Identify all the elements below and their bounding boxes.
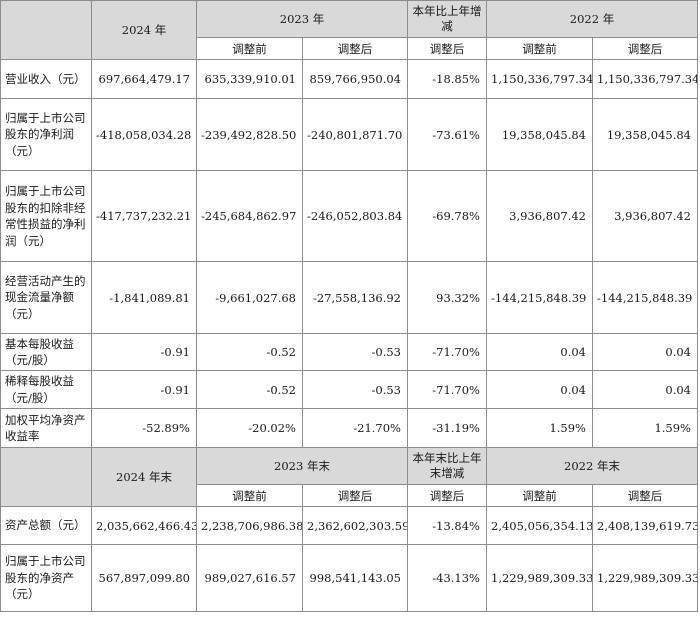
subheader-2023-before: 调整前 xyxy=(196,484,303,507)
cell-change: -71.70% xyxy=(407,333,487,371)
cell-2023-before: -20.02% xyxy=(196,408,303,448)
cell-2022-after: 0.04 xyxy=(592,333,698,371)
table-row: 资产总额（元） 2,035,662,466.43 2,238,706,986.3… xyxy=(0,506,698,545)
row-label: 经营活动产生的现金流量净额（元） xyxy=(0,261,92,334)
cell-2023-after: 2,362,602,303.59 xyxy=(302,506,408,545)
cell-2024: -0.91 xyxy=(91,333,197,371)
cell-2024: 2,035,662,466.43 xyxy=(91,506,197,545)
cell-2022-after: 1,229,989,309.33 xyxy=(592,544,698,612)
cell-2023-after: -21.70% xyxy=(302,408,408,448)
row-label: 基本每股收益（元/股） xyxy=(0,333,92,371)
header-2023-end: 2023 年末 xyxy=(196,447,408,485)
row-label: 加权平均净资产收益率 xyxy=(0,408,92,448)
cell-change: -69.78% xyxy=(407,170,487,262)
table-row: 经营活动产生的现金流量净额（元） -1,841,089.81 -9,661,02… xyxy=(0,261,698,334)
subheader-2022-before: 调整前 xyxy=(486,37,593,60)
cell-2023-after: 998,541,143.05 xyxy=(302,544,408,612)
cell-2022-after: 1.59% xyxy=(592,408,698,448)
header-row-sub: 调整前 调整后 调整后 调整前 调整后 xyxy=(1,37,698,60)
cell-2022-before: 0.04 xyxy=(486,333,593,371)
cell-2024: -418,058,034.28 xyxy=(91,98,197,171)
cell-2024: 567,897,099.80 xyxy=(91,544,197,612)
header-corner-cell xyxy=(0,447,92,507)
cell-2024: -52.89% xyxy=(91,408,197,448)
cell-2023-after: -246,052,803.84 xyxy=(302,170,408,262)
cell-2022-after: 3,936,807.42 xyxy=(592,170,698,262)
cell-2024: -417,737,232.21 xyxy=(91,170,197,262)
cell-2023-after: -0.53 xyxy=(302,370,408,409)
cell-change: -43.13% xyxy=(407,544,487,612)
cell-2024: -1,841,089.81 xyxy=(91,261,197,334)
financial-data-table: 2024 年 2023 年 本年比上年增减 2022 年 调整前 调整后 调整后… xyxy=(0,0,698,612)
cell-2023-after: 859,766,950.04 xyxy=(302,59,408,99)
header-corner-cell xyxy=(0,0,92,60)
header-change-end: 本年末比上年末增减 xyxy=(407,447,487,485)
cell-2022-before: -144,215,848.39 xyxy=(486,261,593,334)
row-label: 归属于上市公司股东的净利润（元） xyxy=(0,98,92,171)
header-2023: 2023 年 xyxy=(196,0,408,38)
row-label: 资产总额（元） xyxy=(0,506,92,545)
row-label: 归属于上市公司股东的净资产（元） xyxy=(0,544,92,612)
cell-2023-before: -0.52 xyxy=(196,370,303,409)
cell-2023-before: 635,339,910.01 xyxy=(196,59,303,99)
cell-2022-after: 2,408,139,619.73 xyxy=(592,506,698,545)
cell-2022-before: 19,358,045.84 xyxy=(486,98,593,171)
subheader-2022-after: 调整后 xyxy=(592,37,698,60)
cell-change: 93.32% xyxy=(407,261,487,334)
cell-2022-before: 1,150,336,797.34 xyxy=(486,59,593,99)
cell-2023-after: -27,558,136.92 xyxy=(302,261,408,334)
table-row: 归属于上市公司股东的净利润（元） -418,058,034.28 -239,49… xyxy=(0,98,698,171)
cell-2022-after: 0.04 xyxy=(592,370,698,409)
table-row: 基本每股收益（元/股） -0.91 -0.52 -0.53 -71.70% 0.… xyxy=(0,333,698,371)
header-2024-end: 2024 年末 xyxy=(91,447,197,507)
cell-2023-after: -240,801,871.70 xyxy=(302,98,408,171)
cell-change: -18.85% xyxy=(407,59,487,99)
row-label: 营业收入（元） xyxy=(0,59,92,99)
cell-2022-before: 3,936,807.42 xyxy=(486,170,593,262)
cell-2024: 697,664,479.17 xyxy=(91,59,197,99)
subheader-change-after: 调整后 xyxy=(407,37,487,60)
header-2022-end: 2022 年末 xyxy=(486,447,698,485)
cell-change: -73.61% xyxy=(407,98,487,171)
cell-change: -71.70% xyxy=(407,370,487,409)
cell-change: -31.19% xyxy=(407,408,487,448)
row-label: 归属于上市公司股东的扣除非经常性损益的净利润（元） xyxy=(0,170,92,262)
cell-2022-before: 1.59% xyxy=(486,408,593,448)
header-2022: 2022 年 xyxy=(486,0,698,38)
header-2024: 2024 年 xyxy=(91,0,197,60)
subheader-change-after: 调整后 xyxy=(407,484,487,507)
cell-2023-before: -239,492,828.50 xyxy=(196,98,303,171)
cell-2023-before: -9,661,027.68 xyxy=(196,261,303,334)
subheader-2022-before: 调整前 xyxy=(486,484,593,507)
row-label: 稀释每股收益（元/股） xyxy=(0,370,92,409)
cell-2022-after: -144,215,848.39 xyxy=(592,261,698,334)
cell-2022-after: 19,358,045.84 xyxy=(592,98,698,171)
subheader-2023-after: 调整后 xyxy=(302,37,408,60)
subheader-2023-after: 调整后 xyxy=(302,484,408,507)
subheader-2022-after: 调整后 xyxy=(592,484,698,507)
table-row: 加权平均净资产收益率 -52.89% -20.02% -21.70% -31.1… xyxy=(0,408,698,448)
header-row-top: 2024 年 2023 年 本年比上年增减 2022 年 xyxy=(0,0,698,60)
cell-2024: -0.91 xyxy=(91,370,197,409)
table-row: 稀释每股收益（元/股） -0.91 -0.52 -0.53 -71.70% 0.… xyxy=(0,370,698,409)
cell-2023-before: 989,027,616.57 xyxy=(196,544,303,612)
cell-change: -13.84% xyxy=(407,506,487,545)
header-change: 本年比上年增减 xyxy=(407,0,487,38)
cell-2023-before: -245,684,862.97 xyxy=(196,170,303,262)
table-row: 营业收入（元） 697,664,479.17 635,339,910.01 85… xyxy=(0,59,698,99)
cell-2023-before: -0.52 xyxy=(196,333,303,371)
cell-2022-before: 1,229,989,309.33 xyxy=(486,544,593,612)
header-row-top: 2024 年末 2023 年末 本年末比上年末增减 2022 年末 xyxy=(0,447,698,507)
cell-2023-before: 2,238,706,986.38 xyxy=(196,506,303,545)
table-row: 归属于上市公司股东的扣除非经常性损益的净利润（元） -417,737,232.2… xyxy=(0,170,698,262)
cell-2022-before: 2,405,056,354.13 xyxy=(486,506,593,545)
cell-2022-after: 1,150,336,797.34 xyxy=(592,59,698,99)
subheader-2023-before: 调整前 xyxy=(196,37,303,60)
cell-2022-before: 0.04 xyxy=(486,370,593,409)
cell-2023-after: -0.53 xyxy=(302,333,408,371)
table-row: 归属于上市公司股东的净资产（元） 567,897,099.80 989,027,… xyxy=(0,544,698,612)
